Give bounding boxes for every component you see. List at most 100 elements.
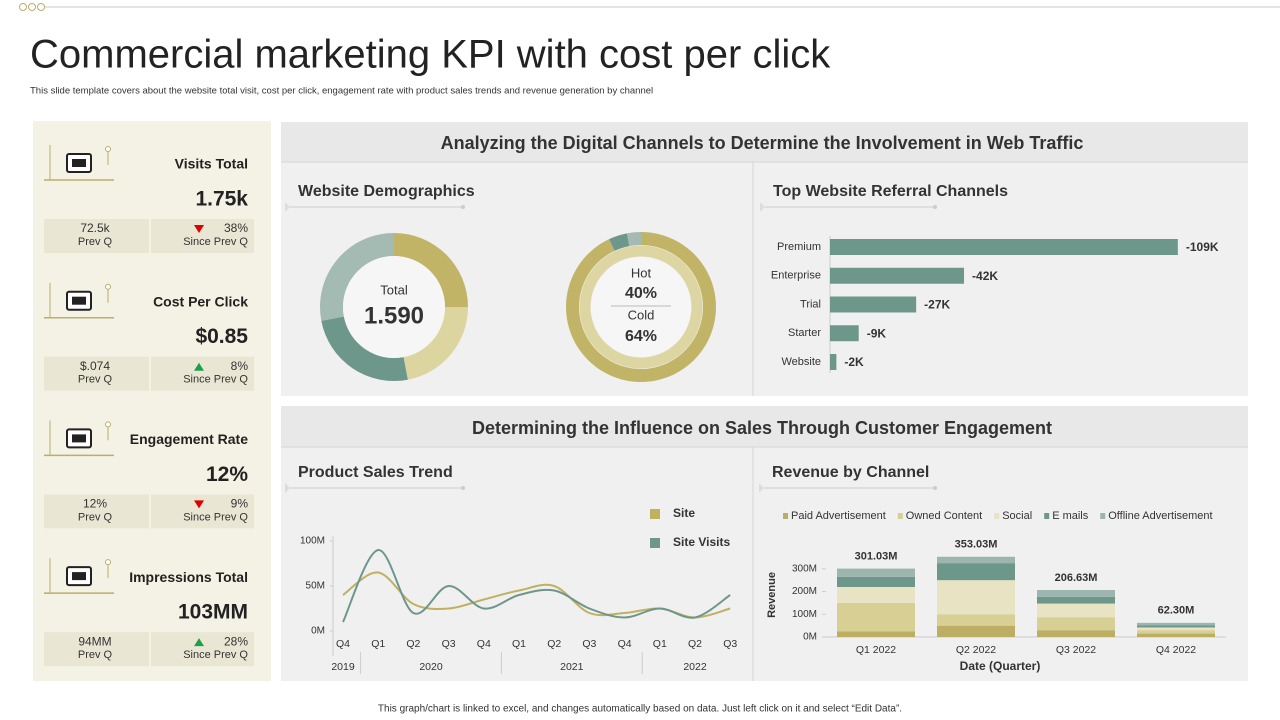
x-tick-label: Q1	[512, 638, 526, 650]
kpi-stat-box	[44, 219, 149, 253]
total-label: 353.03M	[955, 539, 998, 551]
card-decor	[105, 559, 111, 566]
kpi-change: 8%	[231, 359, 249, 373]
y-tick-label: Enterprise	[771, 270, 821, 282]
section-header	[281, 122, 1248, 162]
x-axis-label: Date (Quarter)	[960, 659, 1041, 673]
bar-segment	[937, 625, 1015, 637]
total-label: 62.30M	[1158, 605, 1195, 617]
bar	[830, 267, 965, 284]
value-label: -2K	[844, 355, 864, 369]
footer-note: This graph/chart is linked to excel, and…	[378, 704, 902, 715]
inner-ring	[579, 245, 703, 369]
bar-segment	[937, 563, 1015, 581]
kpi-title: Engagement Rate	[130, 431, 248, 447]
panel-title: Revenue by Channel	[772, 464, 929, 481]
x-group-label: 2019	[331, 661, 355, 673]
kpi-previous-label: Prev Q	[78, 511, 113, 523]
bar-segment	[837, 568, 915, 577]
kpi-change: 9%	[231, 497, 249, 511]
trend-icon	[194, 500, 204, 509]
kpi-stat-box	[151, 356, 254, 391]
legend-swatch	[650, 509, 660, 519]
bar-segment	[1137, 630, 1215, 634]
bar-segment	[837, 587, 915, 603]
decor-dot	[19, 3, 27, 11]
title-decor	[461, 205, 465, 209]
title-decor	[759, 483, 764, 493]
kpi-stat-box	[151, 219, 254, 253]
legend-label: E mails	[1052, 510, 1089, 522]
section-title: Determining the Influence on Sales Throu…	[472, 418, 1052, 438]
y-tick-label: Trial	[800, 298, 821, 310]
title-decor	[285, 483, 290, 493]
x-tick-label: Q2	[688, 638, 702, 650]
donut-slice	[319, 233, 394, 321]
section-title: Analyzing the Digital Channels to Determ…	[441, 133, 1084, 153]
kpi-value: 12%	[206, 463, 248, 486]
x-tick-label: Q1	[653, 638, 667, 650]
x-tick-label: Q2	[547, 638, 561, 650]
title-decor	[461, 486, 465, 490]
kpi-stat-box	[151, 632, 254, 667]
legend-swatch	[897, 513, 903, 519]
y-tick-label: 300M	[792, 563, 817, 574]
bar-segment	[1037, 617, 1115, 631]
kpi-change: 38%	[224, 221, 248, 235]
kpi-value: 1.75k	[195, 188, 248, 211]
x-tick-label: Q3 2022	[1056, 644, 1096, 656]
title-decor	[285, 202, 290, 212]
x-tick-label: Q4	[618, 638, 632, 650]
donut-annotation: Cold	[628, 307, 655, 322]
bar	[830, 239, 1178, 255]
donut-center-value: 1.590	[364, 302, 424, 329]
legend-swatch	[994, 513, 1000, 519]
legend-swatch	[1044, 513, 1050, 519]
x-group-label: 2021	[560, 661, 584, 673]
kpi-change-label: Since Prev Q	[183, 511, 248, 523]
kpi-previous: 12%	[83, 497, 107, 511]
kpi-title: Visits Total	[175, 156, 248, 172]
legend-label: Paid Advertisement	[791, 510, 886, 522]
y-tick-label: 0M	[311, 626, 325, 637]
bar-segment	[837, 631, 915, 637]
kpi-change-label: Since Prev Q	[183, 649, 248, 661]
donut-annotation: 40%	[625, 285, 657, 302]
x-group-label: 2022	[683, 661, 707, 673]
x-tick-label: Q1	[371, 638, 385, 650]
kpi-stat-box	[44, 356, 149, 391]
kpi-title: Cost Per Click	[153, 293, 248, 309]
bar-segment	[1137, 627, 1215, 631]
donut-slice	[321, 316, 408, 382]
page-title: Commercial marketing KPI with cost per c…	[30, 33, 831, 77]
donut-hole	[591, 257, 691, 357]
card-icon	[72, 572, 86, 581]
legend-label: Site Visits	[673, 535, 730, 549]
bar	[830, 354, 837, 370]
kpi-value: $0.85	[195, 325, 248, 348]
y-tick-label: 100M	[792, 609, 817, 620]
card-icon	[72, 159, 86, 167]
y-tick-label: Website	[781, 356, 821, 368]
donut-annotation: 64%	[625, 328, 657, 345]
panel-title: Website Demographics	[298, 183, 475, 200]
y-tick-label: 100M	[300, 536, 325, 547]
section-header	[281, 406, 1248, 447]
donut-annotation: Hot	[631, 265, 652, 280]
legend-swatch	[650, 538, 660, 548]
kpi-value: 103MM	[178, 601, 248, 624]
y-tick-label: 0M	[803, 632, 817, 643]
kpi-previous: 94MM	[78, 634, 111, 648]
kpi-change-label: Since Prev Q	[183, 374, 248, 386]
bar-segment	[1137, 633, 1215, 637]
bar-segment	[1037, 590, 1115, 597]
donut-slice	[394, 233, 468, 307]
card-decor	[105, 283, 111, 290]
page-subtitle: This slide template covers about the web…	[30, 86, 653, 97]
card-decor	[105, 421, 111, 428]
x-tick-label: Q3	[582, 638, 596, 650]
bar-segment	[937, 556, 1015, 564]
trend-icon	[194, 362, 204, 371]
decor-dot	[28, 3, 36, 11]
